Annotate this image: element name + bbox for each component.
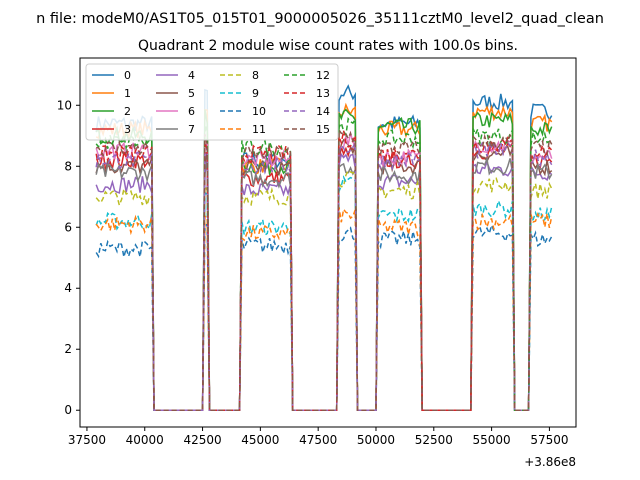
series-line-3 (95, 140, 553, 411)
y-tick-label: 2 (64, 342, 72, 356)
legend-label-6: 6 (188, 105, 195, 118)
legend-label-5: 5 (188, 87, 195, 100)
series-line-5 (95, 138, 553, 411)
series-line-2 (95, 108, 553, 411)
chart-title: Quadrant 2 module wise count rates with … (138, 38, 518, 54)
x-tick-label: 40000 (126, 433, 164, 447)
x-tick-label: 45000 (241, 433, 279, 447)
legend-label-8: 8 (252, 69, 259, 82)
x-tick-label: 47500 (299, 433, 337, 447)
y-tick-label: 8 (64, 159, 72, 173)
legend-label-11: 11 (252, 123, 266, 136)
legend-label-1: 1 (124, 87, 131, 100)
y-tick-label: 0 (64, 403, 72, 417)
plot-frame (79, 57, 577, 428)
legend-label-14: 14 (316, 105, 330, 118)
legend-label-9: 9 (252, 87, 259, 100)
x-tick-label: 57500 (530, 433, 568, 447)
x-tick-label: 42500 (183, 433, 221, 447)
series-line-15 (96, 127, 553, 411)
figure-suptitle: n file: modeM0/AS1T05_015T01_9000005026_… (36, 11, 604, 27)
legend-label-15: 15 (316, 123, 330, 136)
series-line-7 (95, 156, 553, 411)
series-line-10 (95, 222, 553, 411)
x-tick-label: 55000 (473, 433, 511, 447)
series-line-11 (95, 206, 553, 411)
x-tick-label: 37500 (68, 433, 106, 447)
legend-frame (85, 63, 339, 141)
series-line-14 (95, 140, 553, 411)
legend-label-0: 0 (124, 69, 131, 82)
y-tick-label: 4 (64, 281, 72, 295)
series-line-12 (95, 116, 552, 411)
x-tick-label: 52500 (415, 433, 453, 447)
series-layer (95, 84, 553, 411)
series-line-4 (95, 152, 553, 411)
legend-label-12: 12 (316, 69, 330, 82)
y-tick-label: 6 (64, 220, 72, 234)
series-line-6 (95, 130, 553, 411)
legend-label-3: 3 (124, 123, 131, 136)
series-line-8 (95, 169, 553, 411)
x-tick-label: 50000 (357, 433, 395, 447)
legend-label-7: 7 (188, 123, 195, 136)
series-line-13 (96, 130, 553, 411)
series-line-1 (95, 102, 553, 411)
legend-label-10: 10 (252, 105, 266, 118)
x-offset-label: +3.86e8 (524, 455, 576, 469)
legend-label-4: 4 (188, 69, 195, 82)
legend-label-13: 13 (316, 87, 330, 100)
series-line-9 (95, 175, 553, 411)
legend-label-2: 2 (124, 105, 131, 118)
y-tick-label: 10 (57, 98, 72, 112)
tick-layer: 37500 40000 42500 45000 47500 50000 52500 55000… (57, 98, 569, 447)
